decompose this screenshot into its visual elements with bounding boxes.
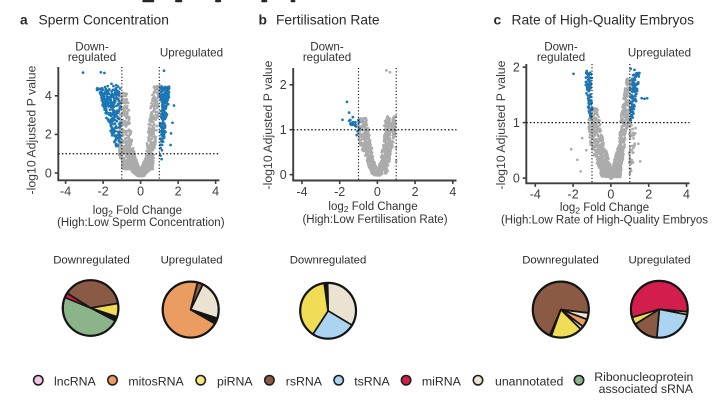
svg-text:2: 2 — [513, 60, 520, 74]
svg-text:lncRNA: lncRNA — [54, 374, 96, 388]
svg-text:4: 4 — [683, 188, 690, 202]
svg-text:log2 Fold Change: log2 Fold Change — [560, 202, 649, 215]
svg-text:(High:Low Rate of High-Quality: (High:Low Rate of High-Quality Embryos — [501, 215, 708, 227]
svg-text:Fertilisation Rate: Fertilisation Rate — [276, 13, 380, 28]
svg-text:mitosRNA: mitosRNA — [128, 374, 184, 388]
svg-text:a: a — [20, 13, 28, 28]
svg-text:regulated: regulated — [303, 51, 351, 64]
svg-text:2: 2 — [412, 185, 419, 199]
svg-text:-4: -4 — [296, 185, 307, 199]
svg-text:log2 Fold Change: log2 Fold Change — [328, 201, 417, 214]
svg-text:c: c — [494, 13, 502, 28]
svg-text:0: 0 — [513, 171, 520, 185]
svg-text:0: 0 — [45, 166, 52, 180]
svg-text:Upregulated: Upregulated — [628, 47, 691, 60]
svg-text:1: 1 — [513, 116, 520, 130]
svg-text:2: 2 — [175, 185, 182, 199]
svg-text:associated sRNA: associated sRNA — [599, 382, 694, 396]
svg-text:Down-: Down- — [75, 41, 109, 54]
svg-text:0: 0 — [280, 168, 287, 182]
svg-text:2: 2 — [280, 78, 287, 92]
svg-text:0: 0 — [137, 185, 144, 199]
svg-text:2: 2 — [645, 188, 652, 202]
svg-text:regulated: regulated — [537, 51, 585, 64]
svg-text:2: 2 — [45, 128, 52, 142]
svg-text:unannotated: unannotated — [495, 374, 564, 388]
svg-text:Ribonucleoprotein: Ribonucleoprotein — [594, 370, 693, 384]
svg-text:-2: -2 — [334, 185, 345, 199]
svg-text:b: b — [259, 13, 267, 28]
svg-text:0: 0 — [374, 185, 381, 199]
svg-text:4: 4 — [45, 89, 52, 103]
svg-text:Downregulated: Downregulated — [290, 255, 367, 267]
svg-text:-log10 Adjusted P value: -log10 Adjusted P value — [25, 65, 39, 194]
svg-text:(High:Low Fertilisation Rate): (High:Low Fertilisation Rate) — [302, 214, 447, 226]
svg-text:miRNA: miRNA — [422, 374, 462, 388]
svg-text:4: 4 — [212, 185, 219, 199]
svg-text:Sperm Concentration: Sperm Concentration — [39, 13, 169, 28]
svg-text:(High:Low Sperm Concentration): (High:Low Sperm Concentration) — [57, 217, 225, 229]
svg-text:Downregulated: Downregulated — [53, 255, 130, 267]
svg-text:Downregulated: Downregulated — [522, 255, 599, 267]
svg-text:Down-: Down- — [310, 41, 344, 54]
svg-text:rsRNA: rsRNA — [286, 374, 323, 388]
svg-text:4: 4 — [449, 185, 456, 199]
svg-text:Upregulated: Upregulated — [161, 255, 223, 267]
svg-text:Upregulated: Upregulated — [628, 255, 690, 267]
svg-text:regulated: regulated — [68, 51, 116, 64]
svg-text:-2: -2 — [568, 188, 579, 202]
svg-text:1: 1 — [280, 123, 287, 137]
svg-text:Upregulated: Upregulated — [160, 47, 223, 60]
svg-text:tsRNA: tsRNA — [354, 374, 390, 388]
svg-text:Down-: Down- — [544, 41, 578, 54]
svg-text:-log10 Adjusted P value: -log10 Adjusted P value — [261, 60, 275, 189]
svg-text:-2: -2 — [98, 185, 109, 199]
svg-text:Rate of High-Quality Embryos: Rate of High-Quality Embryos — [512, 13, 695, 28]
svg-text:log2 Fold Change: log2 Fold Change — [93, 205, 182, 218]
svg-text:piRNA: piRNA — [217, 374, 253, 388]
svg-text:0: 0 — [607, 188, 614, 202]
svg-text:-4: -4 — [60, 185, 71, 199]
svg-text:-log10 Adjusted P value: -log10 Adjusted P value — [494, 60, 508, 189]
svg-text:-4: -4 — [530, 188, 541, 202]
